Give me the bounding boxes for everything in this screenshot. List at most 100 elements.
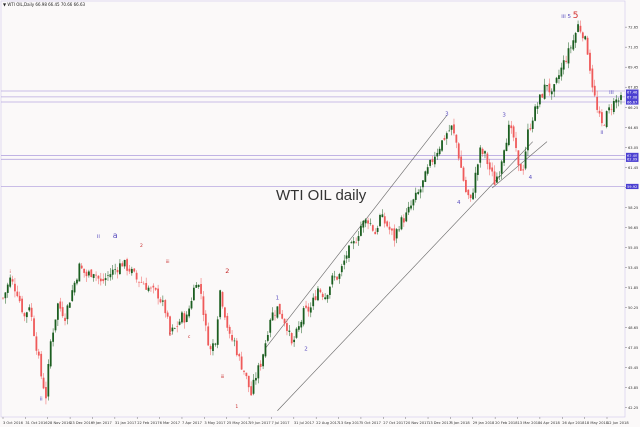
candle-body [417,192,420,195]
candle-body [565,60,568,62]
candle [188,305,191,319]
candle-body [448,130,451,132]
candle [360,221,362,237]
candle-body [429,159,432,166]
candle-body [114,269,117,270]
candle [357,231,360,246]
candle-body [374,231,377,235]
candle [581,31,584,42]
candle-body [355,242,358,244]
candle [159,297,162,304]
candle-body [255,377,257,381]
candle-body [128,268,131,272]
candle [123,259,126,269]
candle [586,35,589,55]
candle [488,158,491,176]
candle-body [462,167,465,181]
y-tick-label: 48.65 [628,326,638,330]
candle-body [83,268,86,273]
candle-body [102,278,105,282]
candle [484,150,486,159]
candle-body [73,282,76,293]
candle-body [371,225,374,231]
candle-body [45,387,47,399]
candle [455,134,458,149]
candle [407,201,410,216]
candle [441,140,443,152]
candle [266,331,269,343]
y-tick-label: 51.85 [628,286,638,290]
candle [617,97,620,107]
candle-body [97,275,100,279]
candle-body [250,386,253,396]
plot-border [0,0,626,418]
candle [605,110,608,129]
candle-body [541,94,544,98]
candle-body [80,265,83,269]
candle [104,273,107,286]
candle-body [615,99,618,103]
candle-body [140,282,143,283]
candle-body [569,47,572,49]
candle [145,277,148,290]
candle [252,374,255,396]
candle-body [360,225,362,236]
candle-body [379,214,381,227]
candle-body [252,379,255,394]
candle-body [431,159,434,162]
wave-label: 4 [457,200,461,206]
candle [235,338,238,357]
candle [45,381,47,405]
candle [11,275,14,285]
candle [517,150,520,172]
candle-body [481,148,484,155]
candle [438,146,441,156]
price-box-bg [626,99,639,105]
candle [503,149,505,167]
candle [214,342,217,347]
wave-label: i [10,269,11,275]
candle-body [25,312,28,318]
candle-body [333,276,336,278]
candle [336,276,338,281]
candle-body [107,275,109,276]
candle [338,272,341,284]
candle [56,302,59,326]
candle [574,31,577,48]
candle [367,217,369,230]
candle [152,283,155,294]
candle-body [579,25,582,32]
candle-body [92,274,95,278]
candle-body [453,124,455,134]
candle [173,327,176,330]
candle [286,318,288,336]
candle-body [40,353,43,377]
candle [2,297,4,300]
wave-label: 2 [225,267,229,275]
candle-body [507,124,510,146]
candle-body [472,192,474,200]
candle [59,297,62,312]
candle-body [138,281,140,283]
candle [402,214,405,227]
candle-body [247,375,250,388]
candle [328,286,331,299]
x-tick-label: 5 Oct 2017 [361,421,381,425]
candle-body [286,323,288,331]
candle-body [398,229,400,231]
candle [164,299,167,318]
candle-body [95,274,97,276]
candle-body [314,296,317,300]
candle [295,327,298,339]
price-box-label: 62.09 [627,158,638,162]
candle-body [307,306,310,312]
x-tick-label: 22 Feb 2017 [137,421,159,425]
candle-body [85,271,88,277]
candle [460,150,463,168]
x-tick-label: 25 May 2017 [227,421,250,425]
candle-body [157,288,159,299]
candle [324,293,327,301]
price-box: 66.67 [626,99,639,105]
candle [257,362,260,384]
